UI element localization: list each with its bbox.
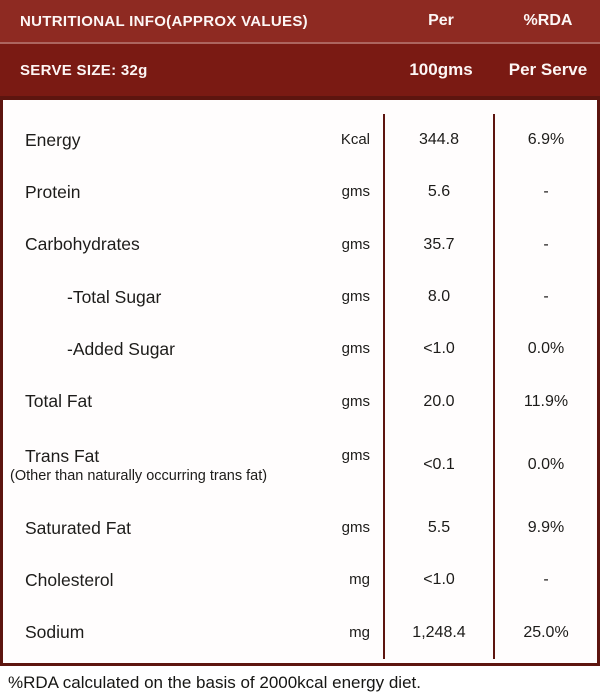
rda-value: 0.0% xyxy=(493,323,597,376)
nutrient-unit: gms xyxy=(341,340,370,358)
nutrient-unit: gms xyxy=(341,235,370,253)
rda-value: 9.9% xyxy=(493,502,597,555)
nutrient-label: -Added Sugar xyxy=(67,338,175,359)
nutrient-label: Sodium xyxy=(25,622,85,643)
rda-value: 6.9% xyxy=(493,114,597,167)
nutrient-unit: gms xyxy=(341,447,370,465)
header-row-title: NUTRITIONAL INFO(APPROX VALUES) Per %RDA xyxy=(0,0,600,44)
nutrient-cell: Cholesterol mg xyxy=(3,554,383,606)
table-row-total-fat: Total Fat gms 20.0 11.9% xyxy=(3,375,597,428)
table-row-energy: Energy Kcal 344.8 6.9% xyxy=(3,114,597,167)
nutrient-label: Total Fat xyxy=(25,391,93,412)
table-row-added-sugar: -Added Sugar gms <1.0 0.0% xyxy=(3,323,597,376)
trans-fat-note: (Other than naturally occurring trans fa… xyxy=(10,467,268,484)
rda-footnote: %RDA calculated on the basis of 2000kcal… xyxy=(0,666,600,700)
nutrient-unit: gms xyxy=(341,183,370,201)
nutrient-label: Trans Fat xyxy=(25,445,100,466)
nutrient-cell: Total Fat gms xyxy=(3,375,383,427)
per-100g-value: <0.1 xyxy=(383,427,493,503)
nutrient-unit: mg xyxy=(349,623,370,641)
rda-value: - xyxy=(493,554,597,607)
nutrient-unit: gms xyxy=(341,519,370,537)
nutrient-cell: Saturated Fat gms xyxy=(3,502,383,554)
per-100g-value: 8.0 xyxy=(383,270,493,324)
nutrient-cell: -Total Sugar gms xyxy=(3,271,383,323)
nutrient-cell: Sodium mg xyxy=(3,607,383,659)
nutrient-label: Energy xyxy=(25,129,81,150)
nutritional-info-title: NUTRITIONAL INFO(APPROX VALUES) xyxy=(20,12,308,30)
table-row-saturated-fat: Saturated Fat gms 5.5 9.9% xyxy=(3,502,597,555)
rda-value: - xyxy=(493,218,597,271)
nutrient-unit: gms xyxy=(341,288,370,306)
per-100g-value: 5.6 xyxy=(383,166,493,219)
nutrition-table: Energy Kcal 344.8 6.9% Protein gms 5.6 -… xyxy=(0,96,600,666)
nutrient-unit: Kcal xyxy=(340,131,370,149)
rda-column-header: %RDA xyxy=(523,12,573,29)
nutrient-cell: Carbohydrates gms xyxy=(3,219,383,271)
table-row-cholesterol: Cholesterol mg <1.0 - xyxy=(3,554,597,607)
header-row-serve-size: SERVE SIZE: 32g 100gms Per Serve xyxy=(0,44,600,96)
table-row-carbohydrates: Carbohydrates gms 35.7 - xyxy=(3,218,597,271)
table-row-protein: Protein gms 5.6 - xyxy=(3,166,597,219)
per-column-header: Per xyxy=(428,12,454,29)
rda-value: 11.9% xyxy=(493,375,597,428)
nutrient-label: Saturated Fat xyxy=(25,517,132,538)
per-100g-value: <1.0 xyxy=(383,554,493,607)
nutrient-cell: Protein gms xyxy=(3,166,383,218)
nutrient-label: Carbohydrates xyxy=(25,234,140,255)
per-100g-value: 5.5 xyxy=(383,502,493,555)
per-100g-value: 1,248.4 xyxy=(383,606,493,659)
per-100g-value: 35.7 xyxy=(383,218,493,271)
table-row-sodium: Sodium mg 1,248.4 25.0% xyxy=(3,606,597,659)
nutrient-unit: gms xyxy=(341,392,370,410)
rda-value: - xyxy=(493,270,597,324)
per-serve-column-header: Per Serve xyxy=(508,60,588,79)
per-100g-value: 20.0 xyxy=(383,375,493,428)
nutrient-cell: Energy Kcal xyxy=(3,114,383,166)
nutrient-cell: Trans Fat gms (Other than naturally occu… xyxy=(3,428,383,502)
per-100gms-column-header: 100gms xyxy=(409,60,473,79)
nutrient-cell: -Added Sugar gms xyxy=(3,323,383,375)
rda-value: 0.0% xyxy=(493,427,597,503)
nutrient-label: Cholesterol xyxy=(25,569,114,590)
rda-value: 25.0% xyxy=(493,606,597,659)
nutrient-label: Protein xyxy=(25,181,81,202)
table-row-trans-fat: Trans Fat gms (Other than naturally occu… xyxy=(3,427,597,503)
serve-size-label: SERVE SIZE: 32g xyxy=(20,61,148,79)
nutrient-label: -Total Sugar xyxy=(67,286,162,307)
rda-value: - xyxy=(493,166,597,219)
per-100g-value: 344.8 xyxy=(383,114,493,167)
per-100g-value: <1.0 xyxy=(383,323,493,376)
nutrient-unit: mg xyxy=(349,571,370,589)
table-row-total-sugar: -Total Sugar gms 8.0 - xyxy=(3,270,597,324)
